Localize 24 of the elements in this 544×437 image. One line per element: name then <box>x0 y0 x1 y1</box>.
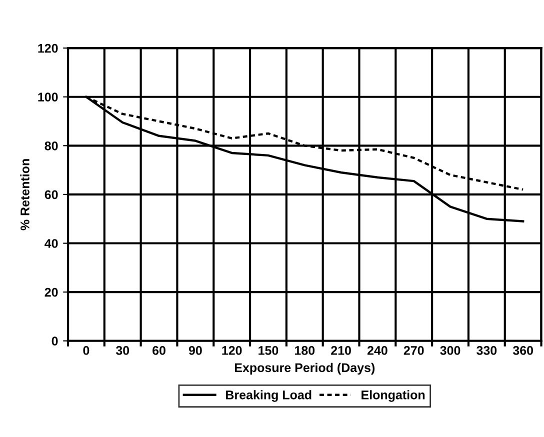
x-tick-label: 240 <box>367 346 388 355</box>
x-tick-label: 270 <box>404 346 424 355</box>
x-tick-label: 0 <box>83 346 90 355</box>
x-tick-label: 330 <box>476 346 497 355</box>
x-tick-label: 300 <box>440 346 460 355</box>
legend-label: Breaking Load <box>226 390 312 402</box>
y-tick-label: 80 <box>44 141 58 150</box>
x-tick-label: 360 <box>512 346 533 355</box>
y-tick-label: 40 <box>44 239 58 248</box>
x-tick-label: 120 <box>222 346 242 355</box>
x-tick-label: 180 <box>295 346 315 355</box>
y-tick-label: 20 <box>44 288 58 297</box>
y-tick-label: 60 <box>44 190 58 200</box>
x-tick-label: 30 <box>116 346 130 355</box>
legend-label: Elongation <box>362 390 425 402</box>
x-axis-title: Exposure Period (Days) <box>234 362 375 375</box>
x-tick-label: 150 <box>258 346 278 355</box>
x-tick-label: 60 <box>152 346 166 355</box>
y-axis-title: % Retention <box>20 159 30 230</box>
x-tick-label: 210 <box>331 346 351 355</box>
y-tick-label: 120 <box>38 44 58 53</box>
x-tick-label: 90 <box>188 346 202 355</box>
y-tick-label: 0 <box>52 336 58 346</box>
y-tick-label: 100 <box>38 92 58 102</box>
